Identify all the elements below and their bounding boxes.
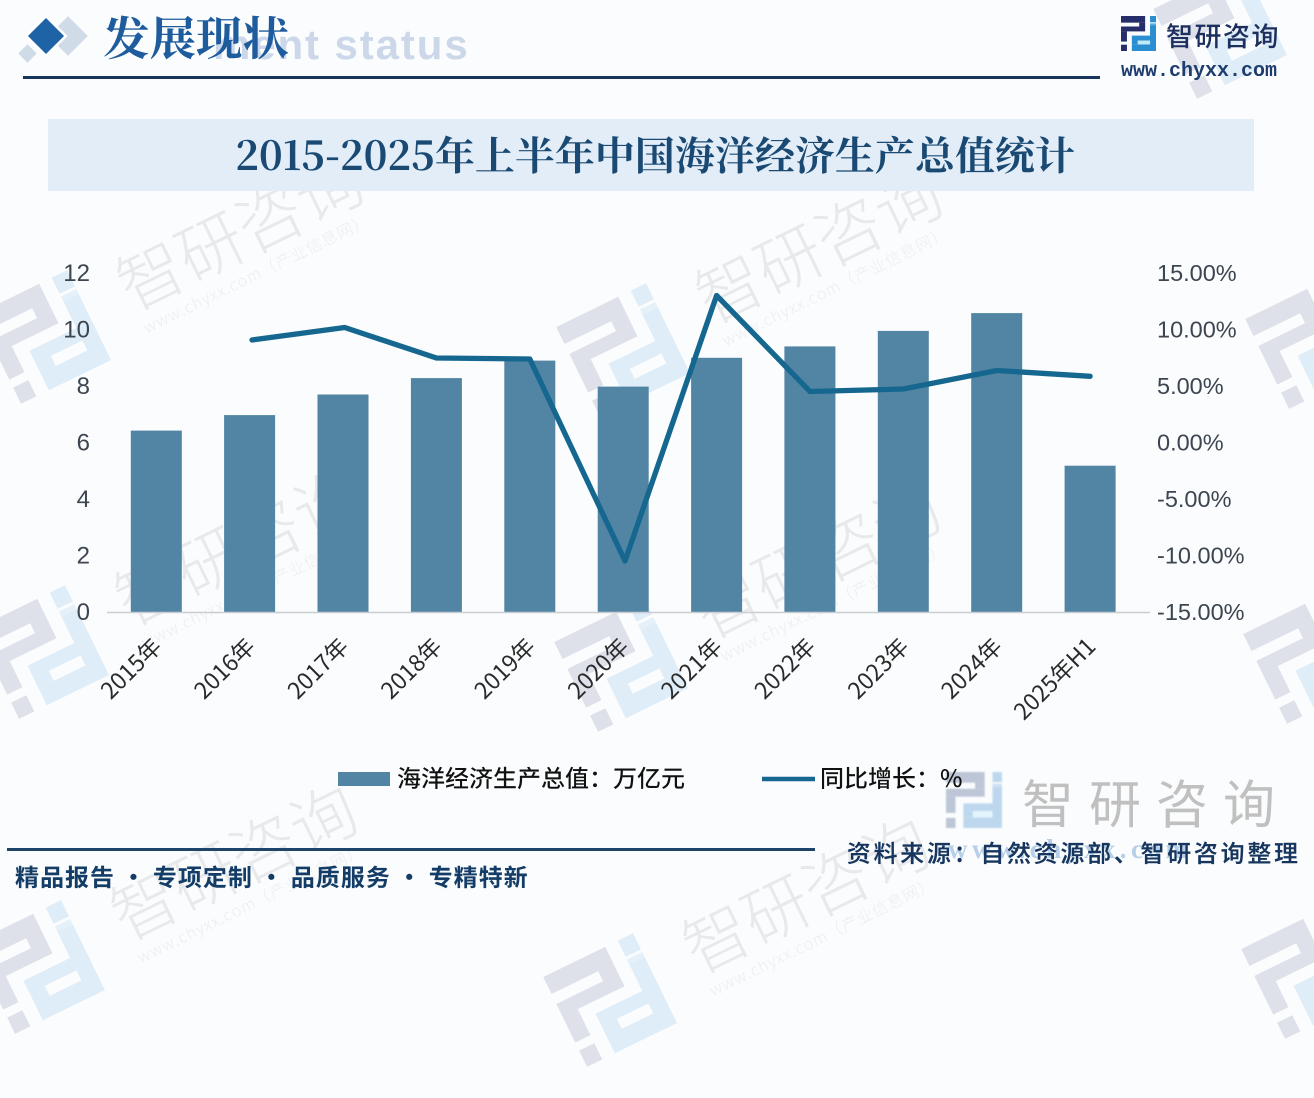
svg-text:15.00%: 15.00% (1157, 260, 1237, 286)
svg-text:0.00%: 0.00% (1157, 430, 1224, 456)
svg-text:6: 6 (77, 430, 90, 457)
svg-text:12: 12 (63, 260, 90, 287)
svg-text:-15.00%: -15.00% (1157, 599, 1245, 625)
svg-text:5.00%: 5.00% (1157, 373, 1224, 399)
svg-text:-10.00%: -10.00% (1157, 543, 1245, 569)
svg-text:10.00%: 10.00% (1157, 317, 1237, 343)
svg-text:2: 2 (77, 543, 90, 570)
svg-text:8: 8 (77, 373, 90, 400)
svg-text:10: 10 (63, 317, 90, 344)
svg-text:0: 0 (77, 599, 90, 626)
svg-text:-5.00%: -5.00% (1157, 486, 1232, 512)
svg-text:4: 4 (77, 486, 90, 513)
